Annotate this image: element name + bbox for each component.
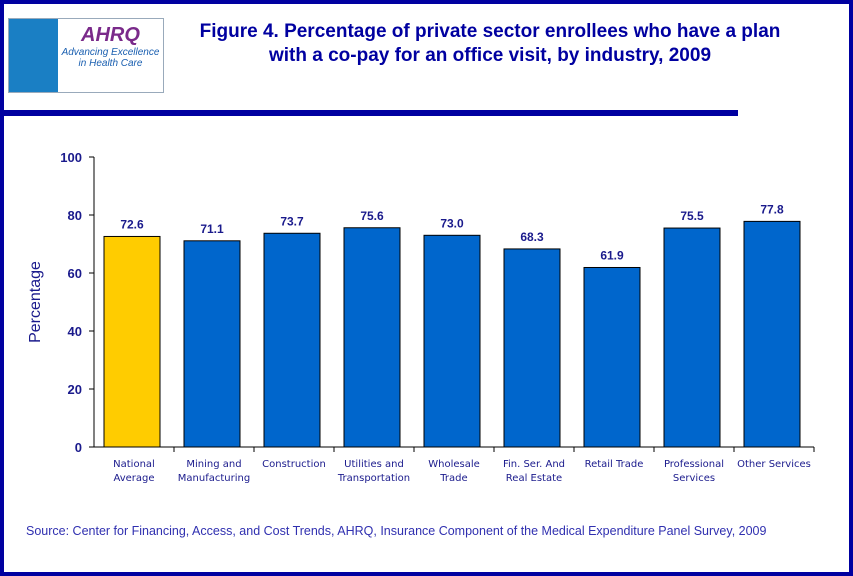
bar bbox=[343, 227, 401, 448]
bar bbox=[423, 234, 481, 448]
x-tick-label: Utilities and bbox=[344, 459, 404, 470]
ahrq-wordmark: AHRQ bbox=[81, 24, 140, 46]
title-divider bbox=[0, 110, 738, 116]
x-tick-label: Transportation bbox=[337, 473, 410, 484]
bar bbox=[263, 232, 321, 448]
x-tick-label: Other Services bbox=[737, 459, 811, 470]
x-tick-label: Construction bbox=[262, 459, 326, 470]
y-tick-label: 0 bbox=[75, 440, 82, 455]
data-label: 73.7 bbox=[280, 214, 304, 228]
x-tick-label: Retail Trade bbox=[585, 459, 644, 470]
bar bbox=[103, 235, 161, 448]
y-tick-label: 100 bbox=[60, 150, 82, 165]
bar bbox=[743, 220, 801, 448]
x-tick-label: Trade bbox=[439, 473, 467, 484]
x-tick-label: Professional bbox=[664, 459, 724, 470]
data-label: 68.3 bbox=[520, 230, 544, 244]
x-tick-label: Manufacturing bbox=[178, 473, 250, 484]
x-tick-label: Fin. Ser. And bbox=[503, 459, 565, 470]
data-label: 75.6 bbox=[360, 209, 384, 223]
bar bbox=[503, 248, 561, 448]
x-tick-label: Average bbox=[113, 473, 154, 484]
x-tick-label: Wholesale bbox=[428, 459, 480, 470]
data-label: 73.0 bbox=[440, 216, 464, 230]
y-tick-label: 60 bbox=[68, 266, 82, 281]
data-label: 61.9 bbox=[600, 248, 624, 262]
y-tick-label: 80 bbox=[68, 208, 82, 223]
data-label: 77.8 bbox=[760, 202, 784, 216]
source-note: Source: Center for Financing, Access, an… bbox=[26, 524, 767, 538]
y-axis-label: Percentage bbox=[27, 261, 44, 343]
x-tick-label: National bbox=[113, 459, 155, 470]
y-tick-label: 20 bbox=[68, 382, 82, 397]
x-tick-label: Services bbox=[673, 473, 715, 484]
ahrq-logo: AHRQ Advancing Excellence in Health Care bbox=[8, 18, 164, 93]
data-label: 72.6 bbox=[120, 217, 144, 231]
ahrq-tagline: Advancing Excellence in Health Care bbox=[61, 47, 160, 69]
y-tick-label: 40 bbox=[68, 324, 82, 339]
x-tick-label: Real Estate bbox=[506, 473, 562, 484]
hhs-eagle-logo bbox=[9, 19, 58, 92]
data-label: 75.5 bbox=[680, 209, 704, 223]
data-label: 71.1 bbox=[200, 222, 224, 236]
bar bbox=[663, 227, 721, 448]
chart-title: Figure 4. Percentage of private sector e… bbox=[199, 21, 781, 66]
bar bbox=[183, 240, 241, 448]
x-tick-label: Mining and bbox=[186, 459, 241, 470]
bar bbox=[583, 266, 641, 448]
